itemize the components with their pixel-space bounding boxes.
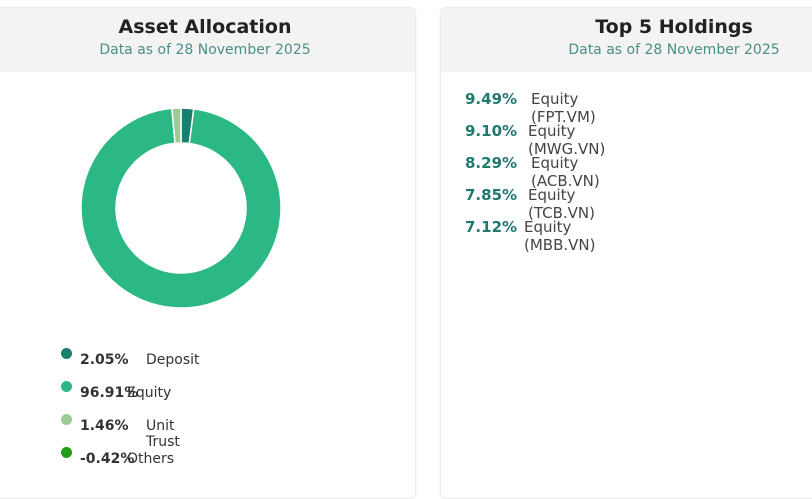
legend-label: Deposit	[146, 352, 200, 368]
card-subtitle: Data as of 28 November 2025	[99, 42, 311, 58]
holding-percent: 7.12%	[465, 218, 518, 236]
card-title: Top 5 Holdings	[595, 16, 753, 38]
holding-percent: 8.29%	[465, 154, 518, 172]
donut-chart	[80, 107, 282, 309]
holding-name: Equity (MWG.VN)	[528, 122, 606, 158]
donut-slice-unit-trust[interactable]	[171, 107, 182, 145]
legend-swatch	[61, 348, 72, 359]
donut-slice-equity[interactable]	[80, 107, 282, 309]
holding-name: Equity (FPT.VM)	[531, 90, 596, 126]
holding-percent: 7.85%	[465, 186, 518, 204]
card-title: Asset Allocation	[118, 16, 292, 38]
legend-value: 96.91%	[80, 385, 139, 401]
holding-percent: 9.10%	[465, 122, 518, 140]
legend-swatch	[61, 447, 72, 458]
holding-percent: 9.49%	[465, 90, 518, 108]
legend-swatch	[61, 381, 72, 392]
asset-allocation-card: Asset Allocation Data as of 28 November …	[0, 7, 416, 499]
legend-value: -0.42%	[80, 451, 135, 467]
holding-name: Equity (ACB.VN)	[531, 154, 600, 190]
card-header: Top 5 Holdings Data as of 28 November 20…	[441, 8, 812, 72]
holding-name: Equity (MBB.VN)	[524, 218, 596, 254]
legend-value: 1.46%	[80, 418, 129, 434]
legend-value: 2.05%	[80, 352, 129, 368]
card-header: Asset Allocation Data as of 28 November …	[0, 8, 415, 72]
top-holdings-card: Top 5 Holdings Data as of 28 November 20…	[440, 7, 812, 499]
legend-swatch	[61, 414, 72, 425]
legend-label: Equity	[127, 385, 172, 401]
card-subtitle: Data as of 28 November 2025	[568, 42, 780, 58]
legend-label: Others	[127, 451, 175, 467]
holding-name: Equity (TCB.VN)	[528, 186, 596, 222]
legend-label: Unit Trust	[146, 418, 180, 450]
